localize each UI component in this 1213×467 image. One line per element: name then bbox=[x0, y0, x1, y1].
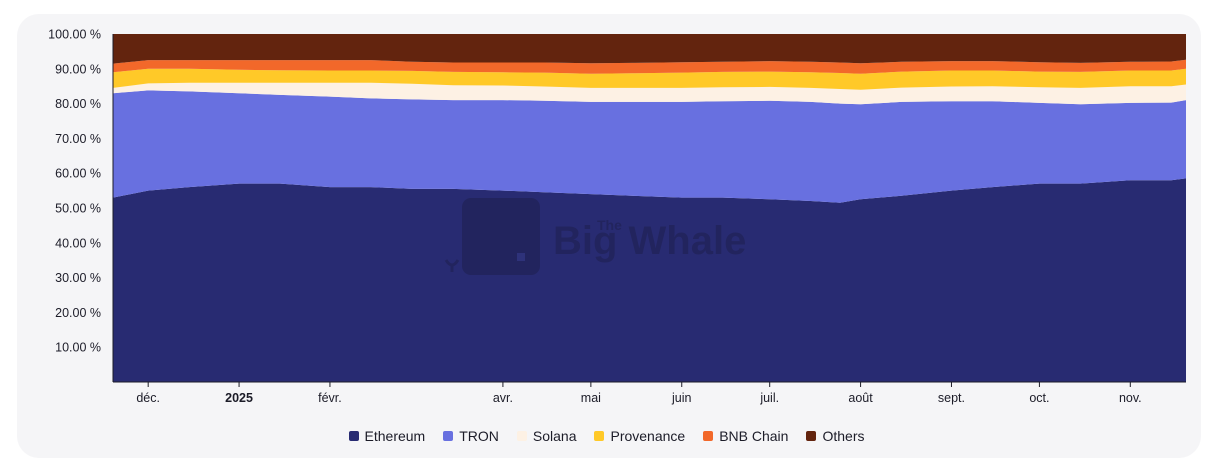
legend-swatch bbox=[348, 431, 359, 441]
legend-label: Others bbox=[822, 428, 865, 444]
area-solana bbox=[113, 82, 1186, 105]
y-axis-ticks: 10.00 % 20.00 % 30.00 % 40.00 % 50.00 % 60.00… bbox=[48, 28, 101, 355]
x-tick-label: juin bbox=[671, 391, 692, 405]
y-tick-label: 30.00 % bbox=[55, 271, 101, 285]
legend-item-provenance[interactable]: Provenance bbox=[594, 428, 685, 444]
legend-swatch bbox=[806, 431, 817, 441]
y-tick-label: 70.00 % bbox=[55, 132, 101, 146]
legend-item-solana[interactable]: Solana bbox=[516, 428, 577, 444]
x-tick-label: sept. bbox=[938, 391, 965, 405]
legend-item-others[interactable]: Others bbox=[806, 428, 864, 444]
y-tick-label: 20.00 % bbox=[55, 306, 101, 320]
y-tick-label: 80.00 % bbox=[55, 97, 101, 111]
y-tick-label: 60.00 % bbox=[55, 167, 101, 181]
watermark: The Big Whale bbox=[444, 198, 746, 275]
x-tick-label: août bbox=[848, 391, 873, 405]
legend-item-tron[interactable]: TRON bbox=[443, 428, 499, 444]
watermark-brand: Big Whale bbox=[553, 219, 746, 263]
legend-label: Solana bbox=[532, 428, 577, 444]
y-tick-label: 50.00 % bbox=[55, 202, 101, 216]
x-tick-label: déc. bbox=[136, 391, 160, 405]
legend-swatch bbox=[516, 431, 527, 441]
area-tron bbox=[113, 90, 1186, 203]
x-axis-ticks: déc. 2025 févr. avr. mai juin juil. août sept. oc… bbox=[136, 382, 1142, 405]
legend-item-ethereum[interactable]: Ethereum bbox=[348, 428, 426, 444]
whale-logo-icon bbox=[462, 198, 540, 275]
area-ethereum bbox=[113, 178, 1186, 382]
x-tick-label: nov. bbox=[1119, 391, 1142, 405]
legend-label: BNB Chain bbox=[719, 428, 789, 444]
area-others bbox=[113, 34, 1186, 64]
legend: Ethereum TRON Solana Provenance BNB Chain Oth… bbox=[0, 425, 1213, 447]
area-bnb-chain bbox=[113, 59, 1186, 74]
legend-swatch bbox=[594, 431, 605, 441]
y-tick-label: 40.00 % bbox=[55, 236, 101, 250]
area-layers bbox=[113, 34, 1186, 382]
x-tick-label: oct. bbox=[1029, 391, 1049, 405]
whale-tail-icon bbox=[444, 259, 460, 272]
legend-swatch bbox=[443, 431, 454, 441]
whale-eye-icon bbox=[517, 253, 525, 261]
x-tick-label: avr. bbox=[493, 391, 513, 405]
legend-label: Provenance bbox=[610, 428, 686, 444]
legend-label: Ethereum bbox=[364, 428, 426, 444]
y-tick-label: 90.00 % bbox=[55, 62, 101, 76]
x-tick-label: 2025 bbox=[225, 391, 253, 405]
x-tick-label: févr. bbox=[318, 391, 342, 405]
legend-label: TRON bbox=[459, 428, 499, 444]
legend-swatch bbox=[703, 431, 714, 441]
y-tick-label: 100.00 % bbox=[48, 28, 101, 42]
x-tick-label: juil. bbox=[759, 391, 779, 405]
x-tick-label: mai bbox=[581, 391, 601, 405]
area-provenance bbox=[113, 68, 1186, 90]
watermark-brand-small: The bbox=[597, 217, 622, 233]
y-tick-label: 10.00 % bbox=[55, 341, 101, 355]
legend-item-bnb-chain[interactable]: BNB Chain bbox=[703, 428, 788, 444]
